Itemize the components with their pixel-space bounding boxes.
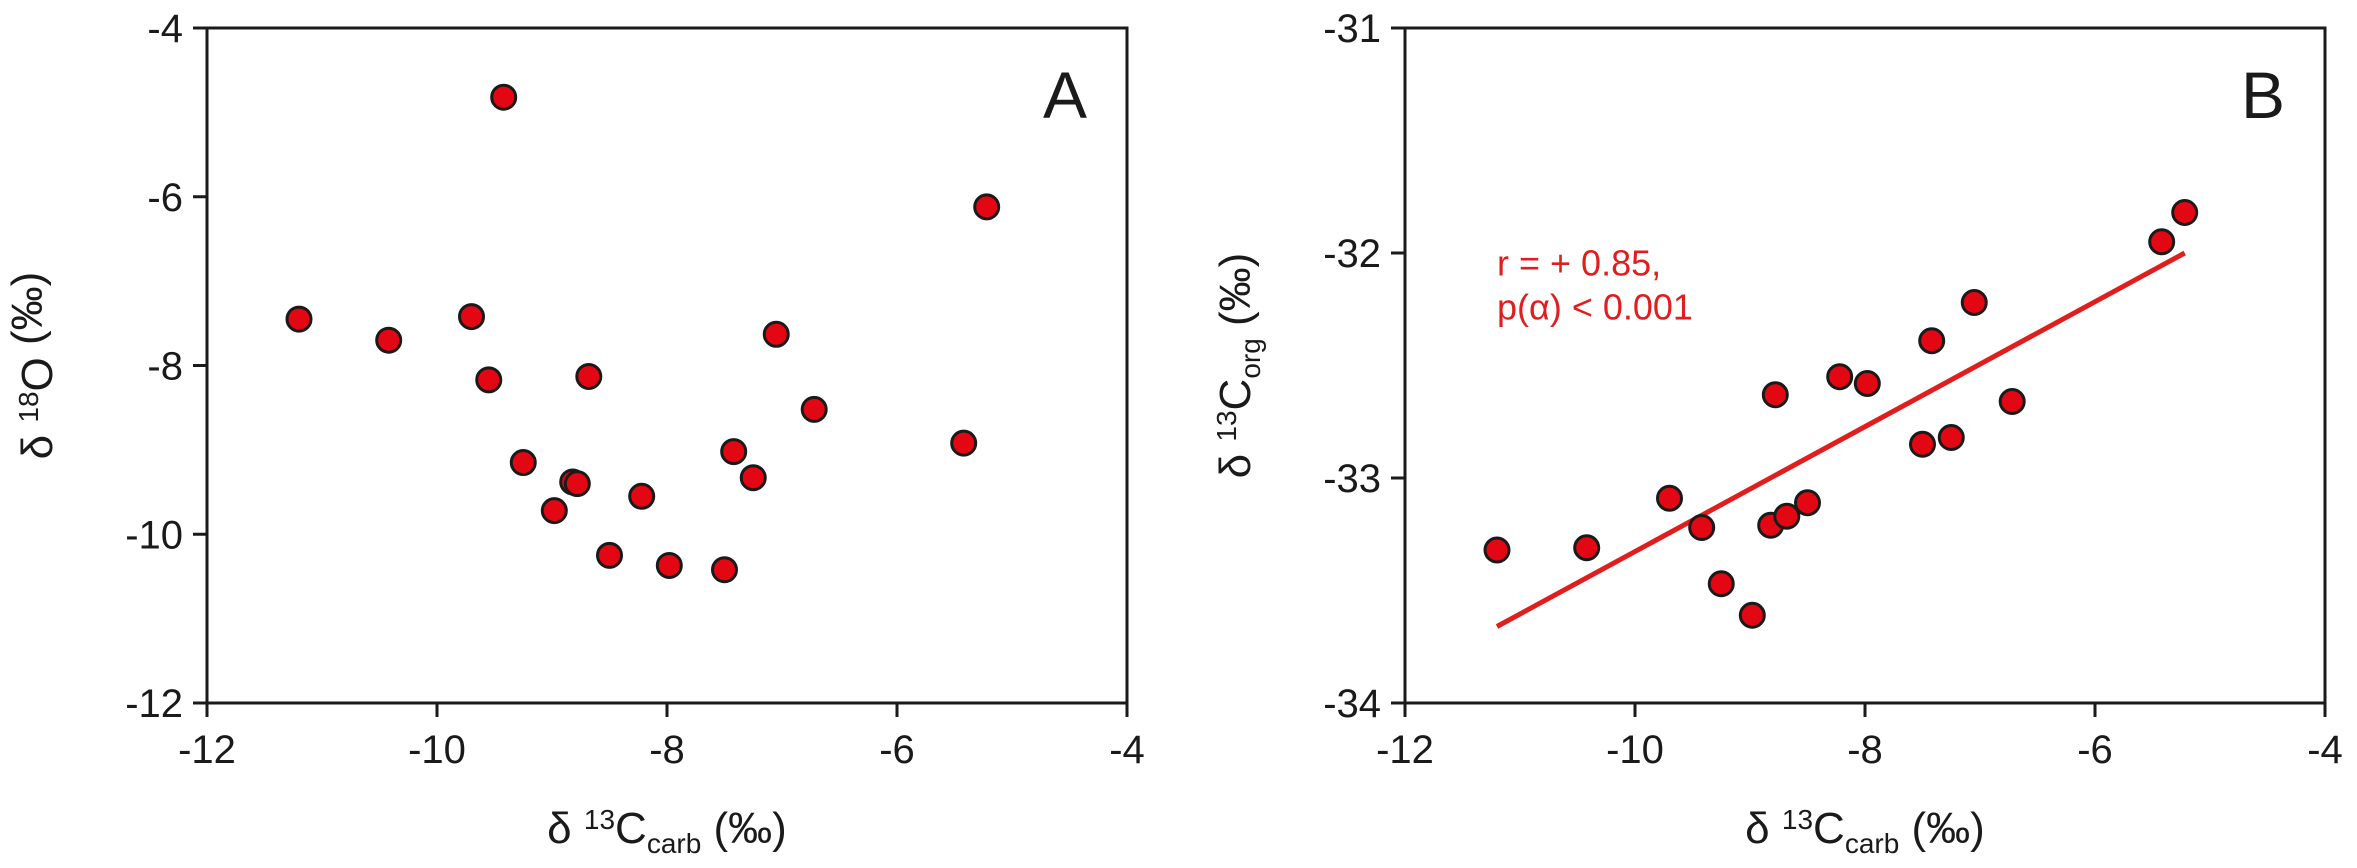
data-point xyxy=(1773,502,1801,530)
data-point xyxy=(1738,601,1766,629)
x-tick-label: -8 xyxy=(649,728,685,772)
data-point xyxy=(1794,489,1821,517)
panel-a: -12 -10 -8 -6 -4 -4 -6 -8 -10 -12 δ 13Ccarb (‰) δ 1… xyxy=(3,7,1145,859)
data-point xyxy=(1688,514,1716,541)
y-tick-label: -31 xyxy=(1323,7,1381,51)
data-point xyxy=(1909,430,1936,458)
data-point xyxy=(1937,424,1965,451)
x-tick-label: -12 xyxy=(178,728,236,772)
y-axis-title: δ 18O (‰) xyxy=(3,272,62,460)
stats-annotation: r = + 0.85, xyxy=(1497,243,1661,284)
data-point xyxy=(2148,228,2176,256)
data-point xyxy=(1918,327,1946,355)
data-point xyxy=(375,326,403,354)
data-point xyxy=(655,551,683,579)
data-point xyxy=(762,320,790,348)
x-tick-label: -6 xyxy=(2077,728,2113,772)
x-axis-title: δ 13Ccarb (‰) xyxy=(547,804,787,859)
data-point xyxy=(563,470,591,498)
data-point xyxy=(475,366,503,394)
data-point xyxy=(711,556,738,584)
regression-line xyxy=(1495,250,2186,629)
data-point xyxy=(973,193,1001,221)
data-point xyxy=(1853,370,1881,397)
plot-frame xyxy=(205,26,1129,705)
data-point xyxy=(1656,484,1683,512)
y-tick-label: -6 xyxy=(147,176,183,220)
y-tick-label: -4 xyxy=(147,7,183,51)
panel-label: B xyxy=(2241,58,2285,132)
stats-annotation: p(α) < 0.001 xyxy=(1497,287,1693,328)
panel-b: -12 -10 -8 -6 -4 -31 -32 -33 -34 δ 13Ccarb (‰) δ 1… xyxy=(1211,7,2343,859)
data-point xyxy=(1826,363,1854,391)
data-point xyxy=(490,83,518,111)
data-point xyxy=(1998,388,2026,415)
data-point xyxy=(739,464,767,492)
data-point xyxy=(2171,199,2199,226)
data-point xyxy=(509,449,537,477)
data-point xyxy=(1573,534,1601,562)
x-axis-title: δ 13Ccarb (‰) xyxy=(1745,804,1985,859)
data-point xyxy=(800,395,828,423)
y-tick-label: -32 xyxy=(1323,232,1381,276)
x-tick-label: -12 xyxy=(1376,728,1434,772)
data-point xyxy=(575,362,603,390)
x-tick-label: -10 xyxy=(408,728,466,772)
data-point xyxy=(720,438,748,466)
x-tick-label: -4 xyxy=(1109,728,1145,772)
x-tick-label: -10 xyxy=(1606,728,1664,772)
y-tick-label: -8 xyxy=(147,345,183,389)
y-tick-label: -10 xyxy=(125,513,183,557)
x-tick-label: -6 xyxy=(879,728,915,772)
y-tick-label: -12 xyxy=(125,682,183,726)
data-point xyxy=(285,305,313,333)
data-point xyxy=(950,429,978,457)
data-point xyxy=(628,482,656,510)
x-tick-label: -4 xyxy=(2307,728,2343,772)
data-point xyxy=(1761,381,1789,409)
data-point xyxy=(1483,536,1511,564)
y-axis-title: δ 13Corg (‰) xyxy=(1211,253,1266,479)
data-point xyxy=(1707,570,1735,598)
x-tick-label: -8 xyxy=(1847,728,1883,772)
data-point xyxy=(458,303,485,331)
y-tick-label: -33 xyxy=(1323,457,1381,501)
data-point xyxy=(596,541,623,569)
y-tick-label: -34 xyxy=(1323,682,1381,726)
data-point xyxy=(1960,289,1988,316)
panel-label: A xyxy=(1043,58,1087,132)
data-point xyxy=(540,497,568,525)
